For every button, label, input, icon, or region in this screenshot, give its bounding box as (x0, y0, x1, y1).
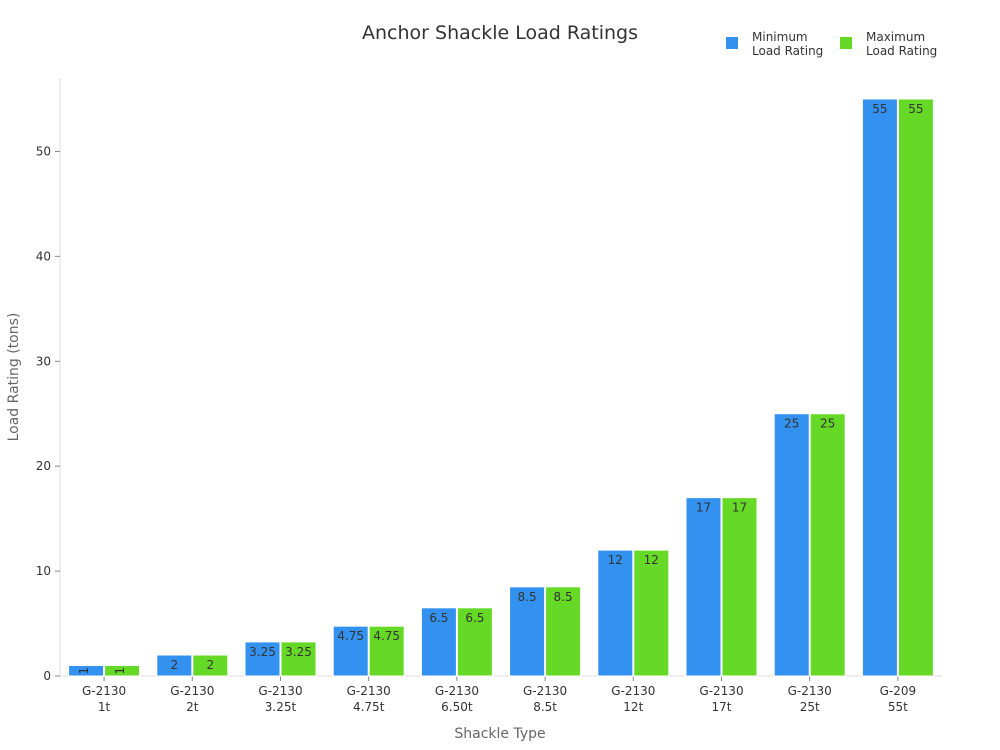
bar (368, 625, 405, 677)
bar-value-label: 2 (206, 658, 214, 672)
x-tick-label-line: G-2130 (788, 684, 832, 698)
x-tick-label-line: G-2130 (523, 684, 567, 698)
bar-value-label: 1 (77, 667, 91, 675)
x-tick-label-line: 55t (888, 700, 908, 714)
bar-value-label: 2 (170, 658, 178, 672)
y-axis-title: Load Rating (tons) (6, 313, 22, 442)
x-tick-label-line: 6.50t (441, 700, 473, 714)
y-tick-label: 30 (36, 354, 51, 368)
x-tick-label: G-2130 4.75t (347, 684, 391, 714)
bar (597, 549, 634, 677)
y-tick-label: 40 (36, 249, 51, 263)
bar (633, 549, 670, 677)
bar-value-label: 17 (732, 501, 747, 515)
bar (773, 413, 810, 677)
x-tick-label-line: 2t (186, 700, 199, 714)
bar (809, 413, 846, 677)
bar (420, 607, 457, 677)
x-axis-title: Shackle Type (454, 726, 545, 742)
chart-title: Anchor Shackle Load Ratings (362, 22, 638, 44)
bar (104, 665, 141, 677)
legend-swatch (726, 37, 738, 49)
bar-value-label: 55 (908, 102, 923, 116)
x-tick-label-line: G-2130 (611, 684, 655, 698)
x-tick-label: G-2130 12t (611, 684, 655, 714)
y-tick-label: 0 (43, 669, 51, 683)
bar-value-label: 12 (608, 553, 623, 567)
bar (280, 641, 317, 677)
legend-label-line: Minimum (752, 30, 808, 44)
legend-label: Minimum Load Rating (752, 30, 823, 58)
bar-value-label: 6.5 (429, 611, 448, 625)
legend-label-line: Load Rating (752, 44, 823, 58)
bar-value-label: 17 (696, 501, 711, 515)
bar (332, 625, 369, 677)
x-tick-label-line: 4.75t (353, 700, 385, 714)
x-tick-label-line: G-2130 (82, 684, 126, 698)
bar (192, 654, 229, 677)
x-tick-label: G-2130 1t (82, 684, 126, 714)
legend-label: Maximum Load Rating (866, 30, 937, 58)
bar-value-label: 8.5 (554, 590, 573, 604)
y-tick-label: 10 (36, 564, 51, 578)
bar-value-label: 6.5 (465, 611, 484, 625)
bar (244, 641, 281, 677)
x-tick-label-line: 25t (800, 700, 820, 714)
bar (861, 98, 898, 677)
x-tick-label: G-2130 25t (788, 684, 832, 714)
bar (545, 586, 582, 677)
legend-label-line: Load Rating (866, 44, 937, 58)
legend-swatch (840, 37, 852, 49)
bar-value-label: 25 (784, 417, 799, 431)
x-tick-label: G-209 55t (880, 684, 917, 714)
x-tick-label-line: G-2130 (699, 684, 743, 698)
bar (685, 497, 722, 677)
bar-value-label: 55 (872, 102, 887, 116)
bar-value-label: 12 (644, 553, 659, 567)
x-tick-label: G-2130 17t (699, 684, 743, 714)
bar-value-label: 4.75 (337, 629, 364, 643)
x-tick-label-line: G-2130 (347, 684, 391, 698)
x-tick-label-line: G-2130 (435, 684, 479, 698)
x-tick-label: G-2130 2t (170, 684, 214, 714)
legend-label-line: Maximum (866, 30, 925, 44)
x-tick-label-line: 8.5t (533, 700, 557, 714)
x-tick-label: G-2130 8.5t (523, 684, 567, 714)
bar-value-label: 25 (820, 417, 835, 431)
y-tick-label: 50 (36, 144, 51, 158)
bar-value-label: 1 (113, 667, 127, 675)
x-tick-label-line: 1t (98, 700, 111, 714)
y-tick-label: 20 (36, 459, 51, 473)
bar (509, 586, 546, 677)
x-tick-label: G-2130 6.50t (435, 684, 479, 714)
x-tick-label-line: G-2130 (258, 684, 302, 698)
bar (68, 665, 105, 677)
x-tick-label-line: 17t (712, 700, 732, 714)
x-tick-label: G-2130 3.25t (258, 684, 302, 714)
x-tick-label-line: 3.25t (265, 700, 297, 714)
bar (897, 98, 934, 677)
x-tick-label-line: G-209 (880, 684, 917, 698)
bar-value-label: 8.5 (518, 590, 537, 604)
bar (456, 607, 493, 677)
bar (721, 497, 758, 677)
bar (156, 654, 193, 677)
bar-value-label: 3.25 (249, 645, 276, 659)
x-tick-label-line: G-2130 (170, 684, 214, 698)
bar-value-label: 3.25 (285, 645, 312, 659)
x-tick-label-line: 12t (623, 700, 643, 714)
bar-value-label: 4.75 (373, 629, 400, 643)
